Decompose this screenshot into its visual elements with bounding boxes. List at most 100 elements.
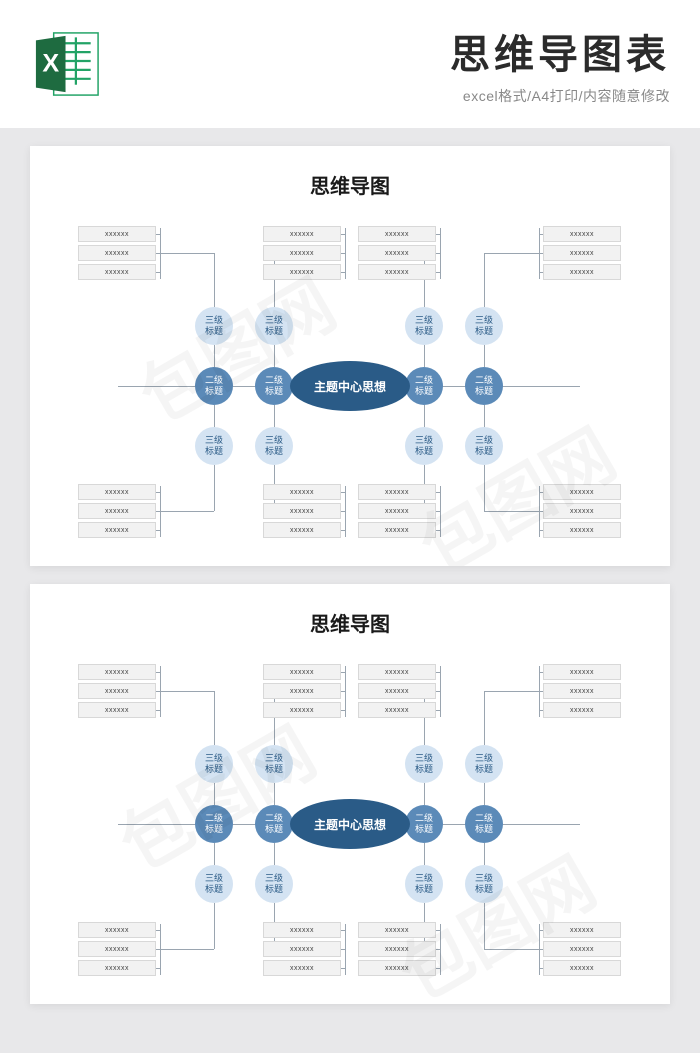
connector-line: [424, 843, 425, 865]
page-subtitle: excel格式/A4打印/内容随意修改: [124, 86, 670, 106]
connector-line: [156, 968, 160, 969]
leaf-group: xxxxxxxxxxxxxxxxxx: [543, 484, 621, 538]
leaf-item: xxxxxx: [78, 484, 156, 500]
connector-line: [341, 272, 345, 273]
leaf-item: xxxxxx: [78, 522, 156, 538]
center-node: 主题中心思想: [290, 361, 410, 411]
connector-line: [156, 930, 160, 931]
leaf-item: xxxxxx: [543, 941, 621, 957]
leaf-item: xxxxxx: [543, 664, 621, 680]
level2-node: 二级标题: [255, 805, 293, 843]
leaf-item: xxxxxx: [543, 264, 621, 280]
connector-line: [345, 228, 346, 279]
leaf-group: xxxxxxxxxxxxxxxxxx: [263, 922, 341, 976]
connector-line: [214, 903, 215, 949]
leaf-group: xxxxxxxxxxxxxxxxxx: [78, 484, 156, 538]
leaf-item: xxxxxx: [263, 941, 341, 957]
connector-line: [436, 672, 440, 673]
leaf-item: xxxxxx: [543, 484, 621, 500]
page-main-title: 思维导图表: [124, 22, 670, 80]
connector-line: [156, 691, 160, 692]
level3-node: 三级标题: [195, 427, 233, 465]
level3-node: 三级标题: [465, 745, 503, 783]
connector-line: [160, 228, 161, 279]
connector-line: [160, 511, 214, 512]
connector-line: [440, 924, 441, 975]
connector-line: [341, 672, 345, 673]
header-bar: X 思维导图表 excel格式/A4打印/内容随意修改: [0, 0, 700, 128]
leaf-item: xxxxxx: [543, 683, 621, 699]
leaf-group: xxxxxxxxxxxxxxxxxx: [263, 664, 341, 718]
leaf-item: xxxxxx: [78, 922, 156, 938]
connector-line: [436, 949, 440, 950]
connector-line: [274, 783, 275, 805]
connector-line: [214, 465, 215, 511]
connector-line: [484, 691, 539, 692]
connector-line: [160, 949, 214, 950]
connector-line: [341, 968, 345, 969]
excel-icon: X: [30, 27, 104, 101]
level2-node: 二级标题: [405, 805, 443, 843]
leaf-item: xxxxxx: [263, 960, 341, 976]
connector-line: [484, 511, 539, 512]
connector-line: [156, 492, 160, 493]
connector-line: [436, 710, 440, 711]
leaf-item: xxxxxx: [358, 226, 436, 242]
leaf-group: xxxxxxxxxxxxxxxxxx: [358, 664, 436, 718]
leaf-item: xxxxxx: [263, 245, 341, 261]
leaf-item: xxxxxx: [358, 702, 436, 718]
mindmap-diagram: 主题中心思想二级标题二级标题二级标题二级标题三级标题三级标题三级标题三级标题三级…: [30, 206, 670, 566]
connector-line: [440, 486, 441, 537]
level2-node: 二级标题: [195, 367, 233, 405]
leaf-item: xxxxxx: [543, 245, 621, 261]
connector-line: [160, 666, 161, 717]
leaf-item: xxxxxx: [78, 245, 156, 261]
leaf-item: xxxxxx: [358, 522, 436, 538]
leaf-group: xxxxxxxxxxxxxxxxxx: [78, 664, 156, 718]
connector-line: [156, 710, 160, 711]
leaf-item: xxxxxx: [543, 960, 621, 976]
connector-line: [274, 405, 275, 427]
connector-line: [341, 710, 345, 711]
connector-line: [341, 511, 345, 512]
connector-line: [214, 843, 215, 865]
leaf-item: xxxxxx: [78, 960, 156, 976]
connector-line: [436, 691, 440, 692]
mindmap-diagram: 主题中心思想二级标题二级标题二级标题二级标题三级标题三级标题三级标题三级标题三级…: [30, 644, 670, 1004]
connector-line: [214, 783, 215, 805]
leaf-item: xxxxxx: [263, 522, 341, 538]
leaf-group: xxxxxxxxxxxxxxxxxx: [263, 226, 341, 280]
connector-line: [484, 691, 485, 746]
leaf-item: xxxxxx: [358, 245, 436, 261]
connector-line: [484, 783, 485, 805]
diagram-title: 思维导图: [30, 584, 670, 637]
leaf-item: xxxxxx: [543, 226, 621, 242]
level2-node: 二级标题: [255, 367, 293, 405]
connector-line: [345, 666, 346, 717]
connector-line: [274, 843, 275, 865]
connector-line: [424, 345, 425, 367]
connector-line: [436, 272, 440, 273]
leaf-item: xxxxxx: [358, 264, 436, 280]
connector-line: [424, 783, 425, 805]
leaf-item: xxxxxx: [358, 683, 436, 699]
level3-node: 三级标题: [405, 865, 443, 903]
leaf-item: xxxxxx: [358, 941, 436, 957]
leaf-group: xxxxxx xxxxxx xxxxxx: [358, 226, 436, 280]
connector-line: [160, 253, 214, 254]
level2-node: 二级标题: [195, 805, 233, 843]
connector-line: [156, 949, 160, 950]
leaf-item: xxxxxx: [543, 922, 621, 938]
connector-line: [156, 272, 160, 273]
center-node: 主题中心思想: [290, 799, 410, 849]
connector-line: [341, 253, 345, 254]
connector-line: [214, 253, 215, 308]
leaf-item: xxxxxx: [78, 664, 156, 680]
leaf-item: xxxxxx: [78, 226, 156, 242]
connector-line: [214, 345, 215, 367]
connector-line: [341, 530, 345, 531]
connector-line: [484, 903, 485, 949]
connector-line: [484, 949, 539, 950]
connector-line: [484, 253, 539, 254]
leaf-item: xxxxxx: [78, 264, 156, 280]
